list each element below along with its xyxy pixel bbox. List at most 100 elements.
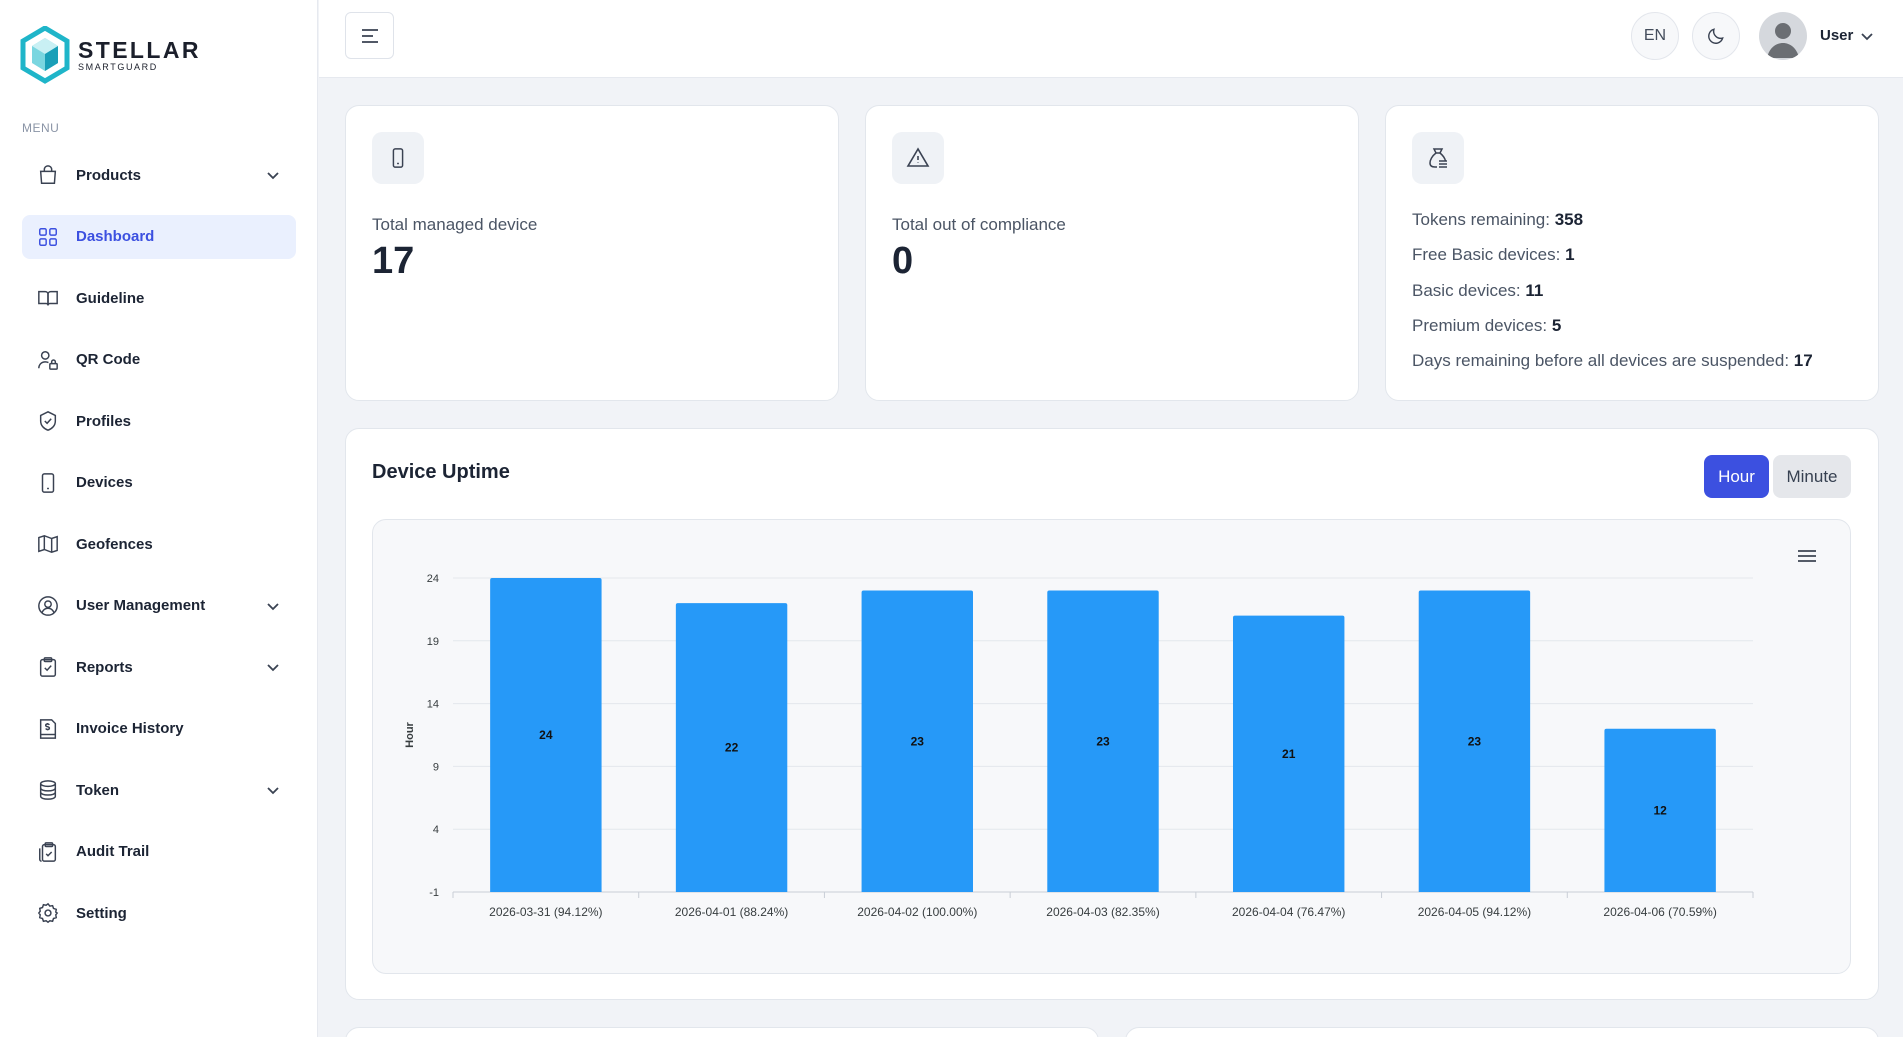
bar-data-label: 23: [1468, 734, 1482, 748]
gear-icon: [36, 901, 60, 925]
sidebar-item-dashboard[interactable]: Dashboard: [22, 214, 296, 259]
user-lock-icon: [36, 348, 60, 372]
clipboard-audit-icon: [36, 840, 60, 864]
sidebar-item-label: Invoice History: [76, 720, 184, 737]
sidebar-item-products[interactable]: Products: [22, 153, 296, 197]
chevron-down-icon: [267, 602, 279, 610]
compliance-card: Total out of compliance 0: [865, 105, 1359, 401]
sidebar-item-label: Devices: [76, 474, 133, 491]
phone-icon: [36, 471, 60, 495]
sidebar-item-qr-code[interactable]: QR Code: [22, 338, 296, 382]
database-icon: [36, 778, 60, 802]
device-uptime-card: Device Uptime Hour Minute -1 4 9 14 19 24 Hour…: [345, 428, 1879, 1000]
topbar: EN User: [319, 0, 1903, 78]
x-tick-label: 2026-04-04 (76.47%): [1232, 905, 1345, 919]
brand-logo[interactable]: STELLAR SMARTGUARD: [20, 26, 201, 84]
x-tick-label: 2026-04-01 (88.24%): [675, 905, 788, 919]
sidebar-item-label: Geofences: [76, 535, 153, 553]
premium-devices-value: 5: [1551, 316, 1562, 335]
menu-lines-icon: [361, 28, 378, 43]
warning-triangle-icon: [892, 132, 944, 184]
minute-toggle-button[interactable]: Minute: [1773, 455, 1851, 498]
bar: [1604, 728, 1716, 892]
language-button[interactable]: EN: [1631, 12, 1679, 60]
managed-devices-label: Total managed device: [372, 215, 538, 234]
sidebar-item-invoice-history[interactable]: Invoice History: [22, 707, 296, 751]
device-uptime-title: Device Uptime: [372, 461, 510, 483]
bar: [490, 578, 602, 892]
bag-icon: [36, 163, 60, 187]
bar: [1233, 615, 1345, 892]
grid-icon: [36, 225, 60, 249]
sidebar-item-devices[interactable]: Devices: [22, 461, 296, 505]
premium-devices-line: Premium devices: 5: [1412, 316, 1561, 336]
y-tick-label: 9: [433, 761, 439, 773]
bar-data-label: 12: [1653, 803, 1667, 817]
money-bag-icon: [1412, 132, 1464, 184]
bottom-right-card: [1125, 1027, 1879, 1037]
chart-menu-icon[interactable]: [1795, 546, 1819, 566]
tokens-card: Tokens remaining: 358 Free Basic devices…: [1385, 105, 1879, 401]
sidebar-item-geofences[interactable]: Geofences: [22, 522, 296, 566]
sidebar-nav: Products Dashboard Guideline QR Code Pro…: [22, 153, 296, 953]
sidebar-item-profiles[interactable]: Profiles: [22, 399, 296, 443]
sidebar-item-audit-trail[interactable]: Audit Trail: [22, 830, 296, 874]
sidebar-item-label: Products: [76, 166, 142, 184]
x-tick-label: 2026-04-05 (94.12%): [1418, 905, 1531, 919]
bar: [1047, 590, 1159, 892]
sidebar-item-reports[interactable]: Reports: [22, 645, 296, 689]
chevron-down-icon: [267, 172, 279, 180]
user-silhouette-icon: [1767, 23, 1799, 58]
tokens-remaining-label: Tokens remaining:: [1412, 210, 1550, 229]
hour-toggle-button[interactable]: Hour: [1704, 455, 1769, 498]
bar: [1418, 590, 1531, 892]
menu-heading: MENU: [22, 121, 60, 135]
sidebar-item-label: Audit Trail: [76, 843, 150, 860]
days-remaining-line: Days remaining before all devices are su…: [1412, 351, 1813, 371]
brand-subtitle: SMARTGUARD: [78, 62, 158, 72]
days-remaining-value: 17: [1793, 351, 1813, 370]
compliance-value: 0: [892, 240, 914, 282]
free-basic-devices-value: 1: [1565, 245, 1575, 264]
sidebar-item-setting[interactable]: Setting: [22, 891, 296, 935]
managed-devices-card: Total managed device 17: [345, 105, 839, 401]
free-basic-devices-label: Free Basic devices:: [1412, 245, 1561, 264]
sidebar-item-user-management[interactable]: User Management: [22, 584, 296, 628]
clipboard-check-icon: [36, 655, 60, 679]
book-icon: [36, 286, 60, 310]
x-tick-label: 2026-03-31 (94.12%): [489, 905, 602, 919]
dark-mode-toggle[interactable]: [1692, 12, 1740, 60]
bar-data-label: 24: [539, 728, 553, 742]
sidebar-item-label: QR Code: [76, 351, 141, 368]
shield-check-icon: [36, 409, 60, 433]
y-tick-label: 19: [427, 636, 439, 648]
sidebar-item-token[interactable]: Token: [22, 768, 296, 812]
avatar[interactable]: [1759, 12, 1807, 60]
sidebar-item-label: User Management: [76, 597, 206, 614]
chevron-down-icon[interactable]: [1858, 27, 1876, 45]
user-circle-icon: [36, 594, 60, 618]
free-basic-devices-line: Free Basic devices: 1: [1412, 245, 1575, 265]
user-menu-label[interactable]: User: [1820, 27, 1854, 44]
chevron-down-icon: [267, 664, 279, 672]
brand-title: STELLAR: [78, 37, 201, 63]
sidebar-item-label: Reports: [76, 658, 133, 676]
days-remaining-label: Days remaining before all devices are su…: [1412, 351, 1790, 370]
sidebar-item-label: Dashboard: [76, 228, 155, 245]
moon-icon: [1708, 28, 1724, 44]
bar-data-label: 21: [1282, 747, 1296, 761]
bar: [861, 590, 973, 892]
sidebar-item-guideline[interactable]: Guideline: [22, 276, 296, 320]
sidebar: STELLAR SMARTGUARD MENU Products Dashboa…: [0, 0, 318, 1037]
y-tick-label: 14: [427, 699, 439, 711]
y-tick-label: -1: [429, 887, 439, 899]
tokens-remaining-value: 358: [1554, 210, 1584, 229]
bottom-left-card: [345, 1027, 1099, 1037]
map-icon: [36, 532, 60, 556]
bar-data-label: 22: [725, 741, 739, 755]
sidebar-item-label: Token: [76, 781, 120, 799]
basic-devices-line: Basic devices: 11: [1412, 281, 1543, 301]
x-tick-label: 2026-04-06 (70.59%): [1603, 905, 1716, 919]
sidebar-toggle-button[interactable]: [345, 12, 394, 59]
hexagon-logo-icon: [20, 26, 70, 84]
